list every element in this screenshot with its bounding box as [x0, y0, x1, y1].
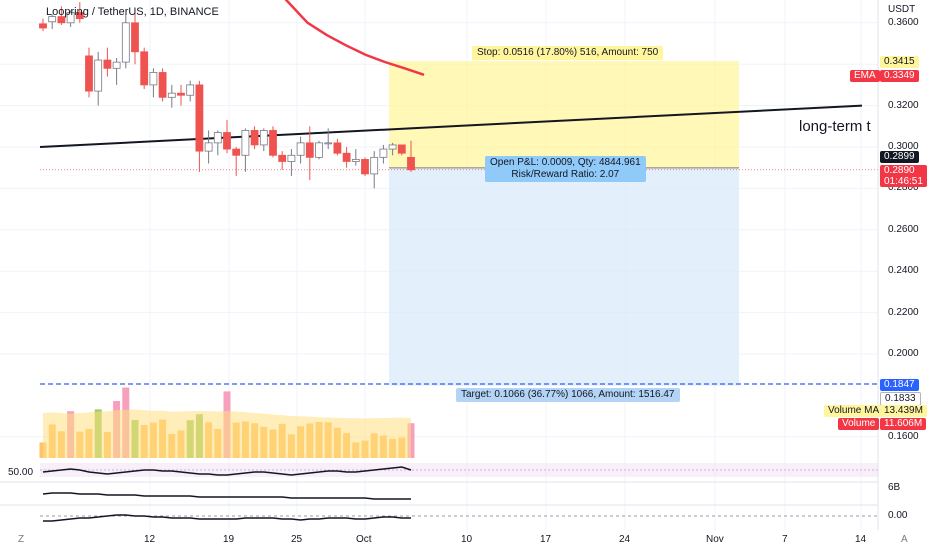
price-tick-label: 0.2400 [888, 265, 919, 277]
candles [39, 2, 415, 189]
auto-scale-icon[interactable]: A [901, 534, 908, 545]
price-tick-label: 0.3600 [888, 16, 919, 28]
time-tick-label: Nov [706, 534, 724, 545]
price-tick-label: 0.2800 [888, 182, 919, 194]
time-tick-label: 10 [461, 534, 473, 545]
candle-body [149, 72, 158, 86]
price-tick-label: 0.2200 [888, 306, 919, 318]
candle-body [204, 142, 213, 152]
candle-body [259, 130, 268, 146]
candle-body [48, 16, 57, 23]
stop-info-box: Stop: 0.0516 (17.80%) 516, Amount: 750 [472, 46, 664, 60]
candle-body [232, 148, 241, 156]
candle-body [278, 154, 287, 162]
rsi-band [40, 463, 878, 477]
countdown-timer: 01:46:51 [884, 176, 923, 187]
price-tick-label: 0.1600 [888, 430, 919, 442]
time-tick-label: 14 [855, 534, 867, 545]
candle-body [351, 159, 360, 162]
candle-body [195, 84, 204, 152]
candle-body [75, 12, 84, 20]
price-tick-label: 0.2600 [888, 223, 919, 235]
time-tick-label: Oct [356, 534, 372, 545]
candle-body [379, 148, 388, 158]
volume-value-tag: 11.606M [880, 418, 927, 430]
price-tick-label: 0.3000 [888, 141, 919, 152]
lower-pane-line [43, 514, 411, 522]
candle-body [361, 159, 369, 175]
ema-value-tag: 0.3349 [880, 70, 919, 82]
candle-body [131, 22, 139, 53]
time-tick-label: 12 [144, 534, 156, 545]
candle-body [324, 142, 333, 145]
candle-body [57, 16, 66, 24]
lower-pane-value: 0.00 [888, 510, 908, 521]
target-info-box: Target: 0.1066 (36.77%) 1066, Amount: 15… [456, 388, 680, 402]
trendline-note: long-term t [799, 118, 871, 135]
candle-body [342, 152, 351, 162]
ema-line [284, 0, 425, 76]
candle-body [287, 154, 296, 162]
mid-pane-line [42, 492, 411, 500]
volume-ma-label-tag: Volume MA [824, 405, 884, 417]
candle-body [213, 132, 222, 144]
chart-title: Loopring / TetherUS, 1D, BINANCE [46, 6, 219, 18]
candle-body [167, 92, 176, 98]
candle-body [94, 59, 103, 92]
candle-body [66, 12, 75, 24]
candle-body [223, 132, 231, 150]
candle-body [177, 92, 185, 96]
pnl-line: Open P&L: 0.0009, Qty: 4844.961 [490, 157, 641, 168]
timezone-icon[interactable]: Z [18, 534, 25, 545]
candle-body [241, 130, 250, 156]
rsi-level-label: 50.00 [8, 467, 34, 478]
trendline[interactable] [39, 104, 863, 148]
pnl-info-box: Open P&L: 0.0009, Qty: 4844.961 Risk/Rew… [485, 156, 646, 182]
loss-zone [389, 167, 739, 386]
time-tick-label: 17 [540, 534, 552, 545]
candle-body [121, 22, 130, 63]
rsi-line [42, 466, 412, 476]
candle-body [296, 142, 305, 156]
volume-ma-area [43, 409, 411, 458]
candle-body [112, 61, 121, 69]
candle-body [85, 55, 93, 92]
entry-price-tag: 0.2899 [880, 151, 919, 163]
currency-label: USDT [888, 4, 916, 15]
mid-pane-value: 6B [888, 482, 901, 493]
time-tick-label: 7 [782, 534, 788, 545]
time-tick-label: 25 [291, 534, 303, 545]
candle-body [269, 130, 277, 156]
price-tick-label: 0.3200 [888, 99, 919, 111]
candle-body [333, 142, 342, 154]
risk-reward-line: Risk/Reward Ratio: 2.07 [511, 169, 620, 180]
candle-body [397, 144, 406, 154]
stop-price-tag: 0.3415 [880, 56, 919, 68]
indicator-panes [0, 463, 878, 522]
candle-body [250, 130, 259, 146]
candle-body [370, 156, 379, 175]
candle-body [315, 142, 323, 158]
volume-label-tag: Volume [838, 418, 880, 430]
candle-body [407, 156, 415, 171]
ema-label-tag: EMA [850, 70, 880, 82]
volume-ma-value-tag: 13.439M [880, 405, 927, 417]
candle-body [158, 72, 167, 98]
last-price-tag: 0.2890 01:46:51 [880, 165, 927, 187]
last-price-value: 0.2890 [884, 165, 915, 176]
candle-body [103, 59, 112, 69]
candle-body [305, 142, 314, 158]
price-tick-label: 0.2000 [888, 348, 919, 359]
candle-body [140, 51, 149, 86]
time-tick-label: 19 [223, 534, 235, 545]
time-tick-label: 24 [619, 534, 631, 545]
volume-level-tag: 0.1833 [880, 392, 921, 406]
candle-body [39, 23, 47, 29]
candle-body [186, 84, 195, 96]
target-price-tag: 0.1847 [880, 379, 919, 391]
candle-body [388, 144, 397, 150]
